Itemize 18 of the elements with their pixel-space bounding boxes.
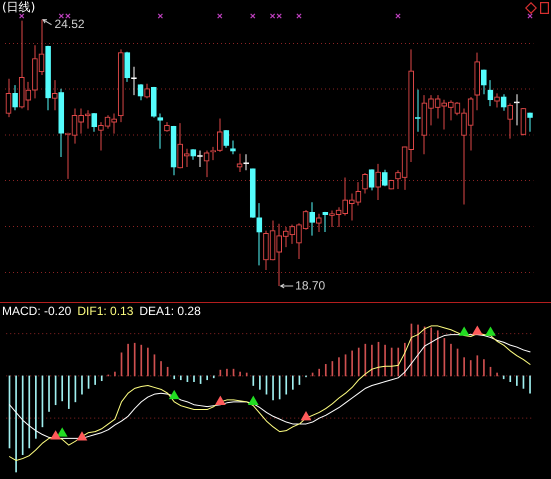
chart-title: (日线)	[2, 0, 36, 14]
point	[169, 390, 180, 400]
point	[486, 327, 496, 336]
text: DIF1: 0.13	[77, 304, 134, 318]
point	[459, 327, 470, 336]
chart-subtitle: MACD: -0.20	[2, 304, 72, 318]
point	[77, 432, 87, 441]
candlestick	[514, 94, 520, 126]
point	[57, 428, 68, 437]
text: DEA1: 0.28	[139, 304, 201, 318]
point	[248, 396, 258, 405]
annotation: 18.70	[295, 278, 326, 292]
point	[472, 326, 482, 335]
point	[301, 412, 311, 420]
point	[50, 430, 61, 440]
point	[215, 396, 226, 405]
annotation: 24.52	[54, 16, 85, 31]
candlestick	[414, 90, 421, 132]
